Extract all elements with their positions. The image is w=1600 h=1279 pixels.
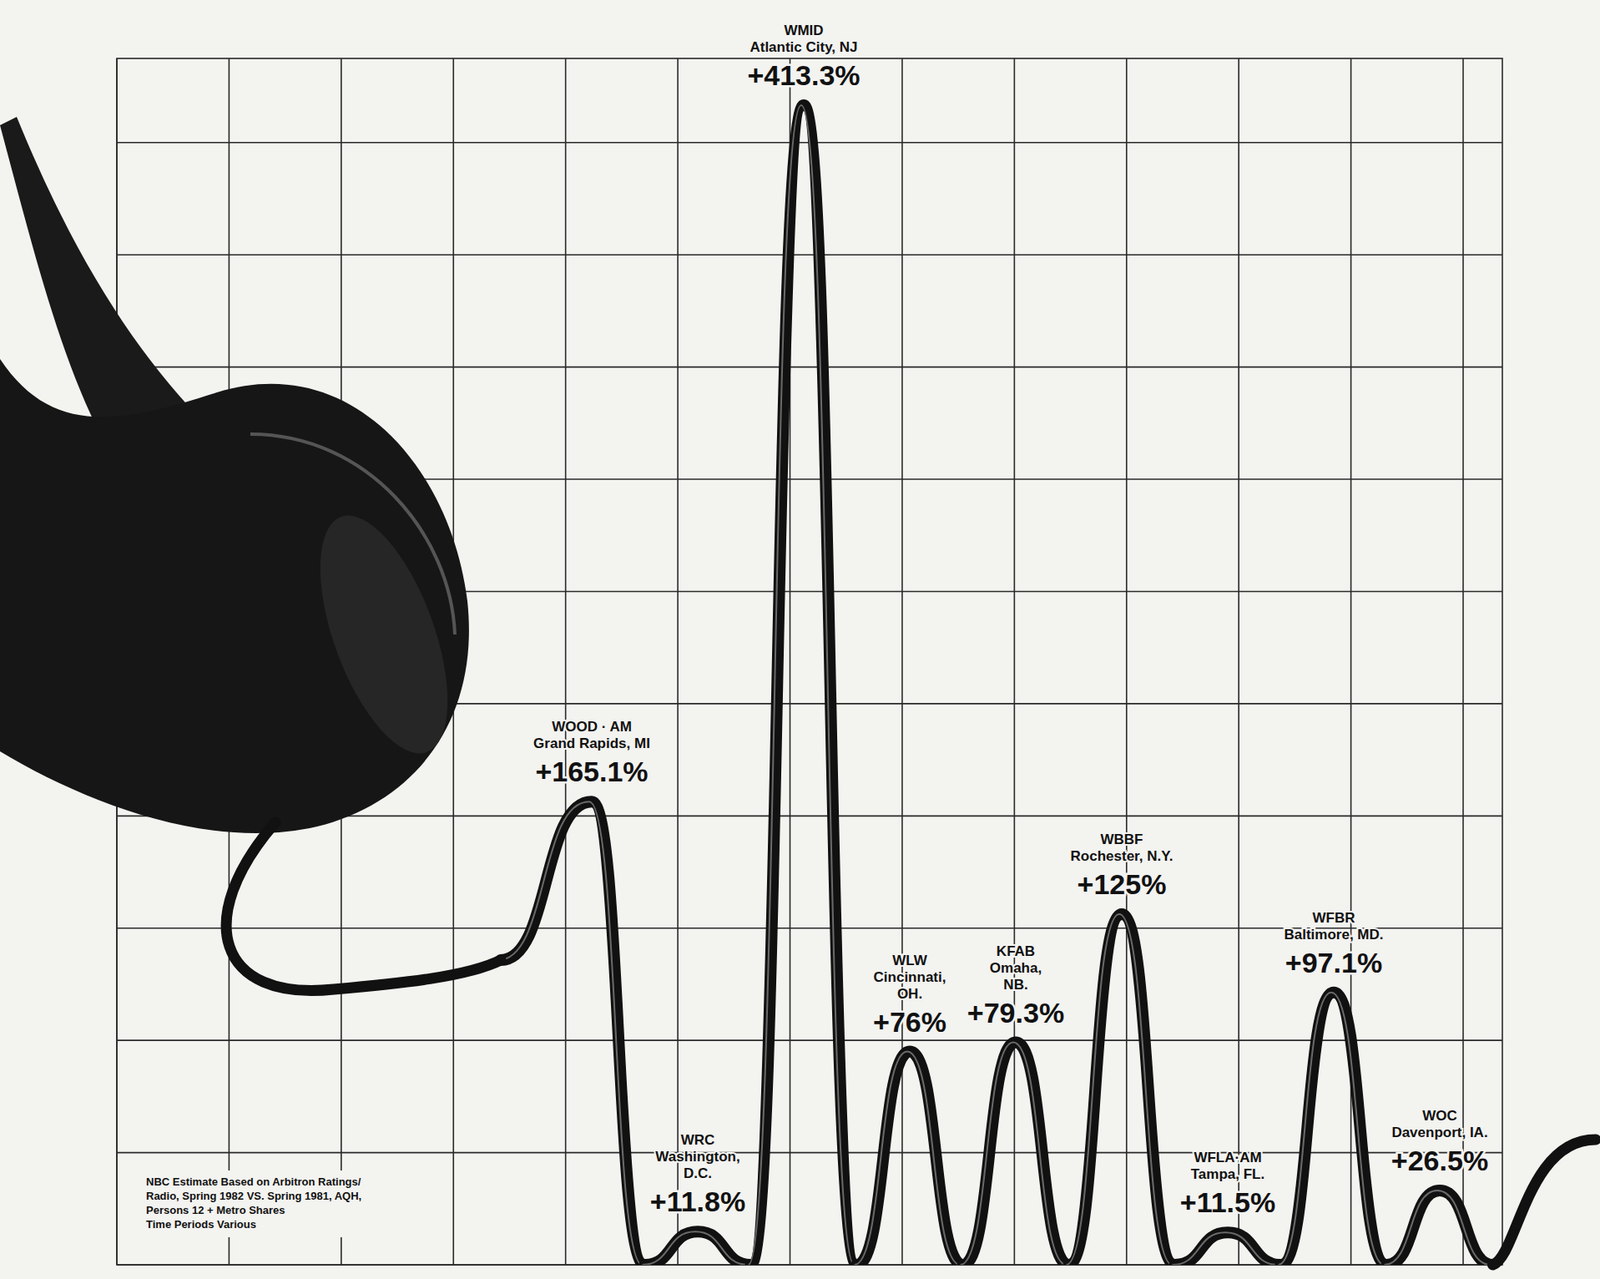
value-label: +125% xyxy=(1077,868,1167,900)
grid-line xyxy=(116,1151,1503,1154)
cord-peak xyxy=(960,1042,1070,1265)
footnote-patch xyxy=(139,1170,424,1237)
value-label: +11.8% xyxy=(650,1185,746,1217)
cord-peak-path xyxy=(500,801,646,1265)
station-label: WBBFRochester, N.Y. xyxy=(1070,831,1174,864)
footnote-line: Time Periods Various xyxy=(146,1217,257,1231)
cord-highlight xyxy=(1384,1190,1491,1265)
cord-peak-path xyxy=(1069,913,1176,1265)
grid-line xyxy=(116,253,1503,256)
labels: +165.1%WOOD · AMGrand Rapids, MI +11.8%WR… xyxy=(533,22,1489,1218)
cord-highlight xyxy=(1066,913,1173,1265)
cord-highlight xyxy=(498,801,643,1265)
cord-highlight xyxy=(1278,992,1385,1265)
cord-highlight xyxy=(642,1231,749,1265)
station-label: WOCDavenport, IA. xyxy=(1391,1107,1488,1141)
station-label: KFABOmaha,NB. xyxy=(989,943,1042,993)
cord-peak xyxy=(1278,992,1388,1265)
station-label: WFBRBaltimore, MD. xyxy=(1283,909,1383,943)
station-label: WMIDAtlantic City, NJ xyxy=(749,22,858,56)
earpiece xyxy=(293,499,474,770)
cord-highlight xyxy=(960,1042,1067,1265)
station-label: WRCWashington,D.C. xyxy=(655,1131,740,1182)
value-label: +413.3% xyxy=(747,59,860,91)
value-label: +26.5% xyxy=(1391,1144,1489,1177)
grid-line-vertical xyxy=(676,58,679,1265)
value-label: +76% xyxy=(873,1005,947,1038)
grid-line-vertical xyxy=(1125,58,1128,1265)
cord-peak-path xyxy=(751,105,858,1265)
cord-peak xyxy=(748,105,858,1265)
cord-highlight xyxy=(1172,1231,1279,1265)
cord-peak-path xyxy=(645,1231,752,1265)
background xyxy=(0,0,1600,1279)
cord-lead xyxy=(226,822,501,990)
footnote-line: Persons 12 + Metro Shares xyxy=(146,1203,286,1217)
footnote-line: NBC Estimate Based on Arbitron Ratings/ xyxy=(146,1175,362,1188)
cord-peak-path xyxy=(857,1051,964,1265)
telephone xyxy=(0,116,475,833)
grid-line-vertical xyxy=(901,58,904,1265)
footnote: NBC Estimate Based on Arbitron Ratings/R… xyxy=(139,1170,424,1237)
cord-peak xyxy=(854,1051,964,1265)
value-label: +11.5% xyxy=(1180,1186,1276,1218)
cord-peak xyxy=(498,801,646,1265)
cord-highlight xyxy=(854,1051,961,1265)
grid-line-vertical xyxy=(565,58,567,1265)
cord-peak xyxy=(1172,1231,1282,1265)
value-label: +97.1% xyxy=(1285,946,1383,979)
cord-peak xyxy=(1066,913,1176,1265)
cord-peak-path xyxy=(1281,992,1388,1265)
value-label: +79.3% xyxy=(967,996,1065,1029)
cord-peak-path xyxy=(1175,1231,1282,1265)
grid-line xyxy=(116,366,1503,369)
grid-line xyxy=(116,1039,1503,1041)
cord-peak-path xyxy=(963,1042,1070,1265)
cord-peak-path xyxy=(1387,1190,1494,1265)
cord-peak xyxy=(642,1231,752,1265)
grid-line-vertical xyxy=(1462,58,1464,1265)
station-label: WOOD · AMGrand Rapids, MI xyxy=(533,718,651,752)
grid-line-vertical xyxy=(1014,58,1016,1265)
chart: +165.1%WOOD · AMGrand Rapids, MI +11.8%WR… xyxy=(0,0,1600,1279)
station-label: WLWCincinnati,OH. xyxy=(873,952,947,1002)
cord-peak xyxy=(1384,1190,1494,1265)
value-label: +165.1% xyxy=(535,755,648,788)
cord-tail xyxy=(1493,1139,1597,1265)
cord-highlight xyxy=(748,105,855,1265)
grid-line-vertical xyxy=(1237,58,1240,1265)
footnote-line: Radio, Spring 1982 VS. Spring 1981, AQH, xyxy=(146,1189,362,1202)
station-label: WFLA·AMTampa, FL. xyxy=(1191,1149,1265,1182)
cord-marks xyxy=(498,105,1494,1265)
